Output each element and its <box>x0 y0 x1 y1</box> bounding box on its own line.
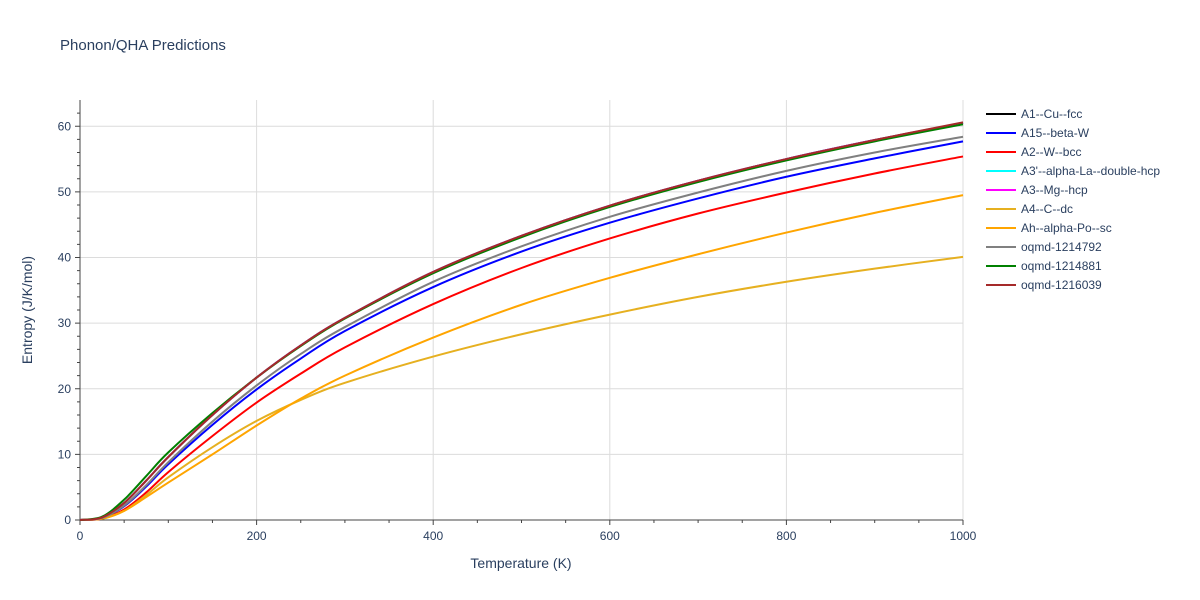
y-tick-label: 10 <box>58 447 72 461</box>
legend-item-oqmd-1214792[interactable]: oqmd-1214792 <box>986 240 1102 254</box>
legend-label: A15--beta-W <box>1021 126 1090 140</box>
legend-item-a15-beta-w[interactable]: A15--beta-W <box>986 126 1090 140</box>
y-tick-label: 0 <box>64 513 71 527</box>
series-line-ah-alpha-po-sc <box>79 194 964 521</box>
legend-label: A3--Mg--hcp <box>1021 183 1088 197</box>
x-axis-label: Temperature (K) <box>470 555 571 571</box>
series-line-oqmd-1214792 <box>79 135 964 521</box>
legend-label: oqmd-1214881 <box>1021 259 1102 273</box>
x-axis: 0 200 400 600 800 1000 <box>77 519 977 543</box>
y-tick-label: 40 <box>58 251 72 265</box>
legend-item-oqmd-1216039[interactable]: oqmd-1216039 <box>986 278 1102 292</box>
y-tick-label: 20 <box>58 382 72 396</box>
legend-label: A3'--alpha-La--double-hcp <box>1021 164 1160 178</box>
x-tick-label: 0 <box>77 529 84 543</box>
legend[interactable]: A1--Cu--fcc A15--beta-W A2--W--bcc A3'--alp… <box>986 107 1160 292</box>
x-tick-label: 1000 <box>950 529 977 543</box>
legend-label: Ah--alpha-Po--sc <box>1021 221 1112 235</box>
chart-title: Phonon/QHA Predictions <box>60 37 226 54</box>
y-tick-label: 60 <box>58 119 72 133</box>
y-tick-label: 30 <box>58 316 72 330</box>
legend-item-a3-mg-hcp[interactable]: A3--Mg--hcp <box>986 183 1088 197</box>
y-tick-label: 50 <box>58 185 72 199</box>
y-axis-label: Entropy (J/K/mol) <box>19 256 35 364</box>
legend-item-oqmd-1214881[interactable]: oqmd-1214881 <box>986 259 1102 273</box>
series-lines <box>79 121 964 521</box>
series-line-a4-c-dc <box>79 255 964 521</box>
legend-label: oqmd-1216039 <box>1021 278 1102 292</box>
x-tick-label: 200 <box>247 529 267 543</box>
grid-lines <box>80 100 964 520</box>
legend-item-a2-w-bcc[interactable]: A2--W--bcc <box>986 145 1081 159</box>
x-tick-label: 600 <box>600 529 620 543</box>
x-tick-label: 800 <box>776 529 796 543</box>
legend-label: oqmd-1214792 <box>1021 240 1102 254</box>
legend-item-ah-alpha-po-sc[interactable]: Ah--alpha-Po--sc <box>986 221 1112 235</box>
legend-item-a1-cu-fcc[interactable]: A1--Cu--fcc <box>986 107 1082 121</box>
legend-item-a3-alpha-la-double-hcp[interactable]: A3'--alpha-La--double-hcp <box>986 164 1160 178</box>
legend-label: A1--Cu--fcc <box>1021 107 1082 121</box>
legend-item-a4-c-dc[interactable]: A4--C--dc <box>986 202 1073 216</box>
series-line-a15-beta-w <box>79 140 964 521</box>
y-axis: 0 10 20 30 40 50 60 <box>58 100 81 527</box>
x-tick-label: 400 <box>423 529 443 543</box>
series-line-oqmd-1216039 <box>79 121 964 521</box>
legend-label: A2--W--bcc <box>1021 145 1081 159</box>
legend-label: A4--C--dc <box>1021 202 1073 216</box>
series-line-a2-w-bcc <box>79 155 964 521</box>
